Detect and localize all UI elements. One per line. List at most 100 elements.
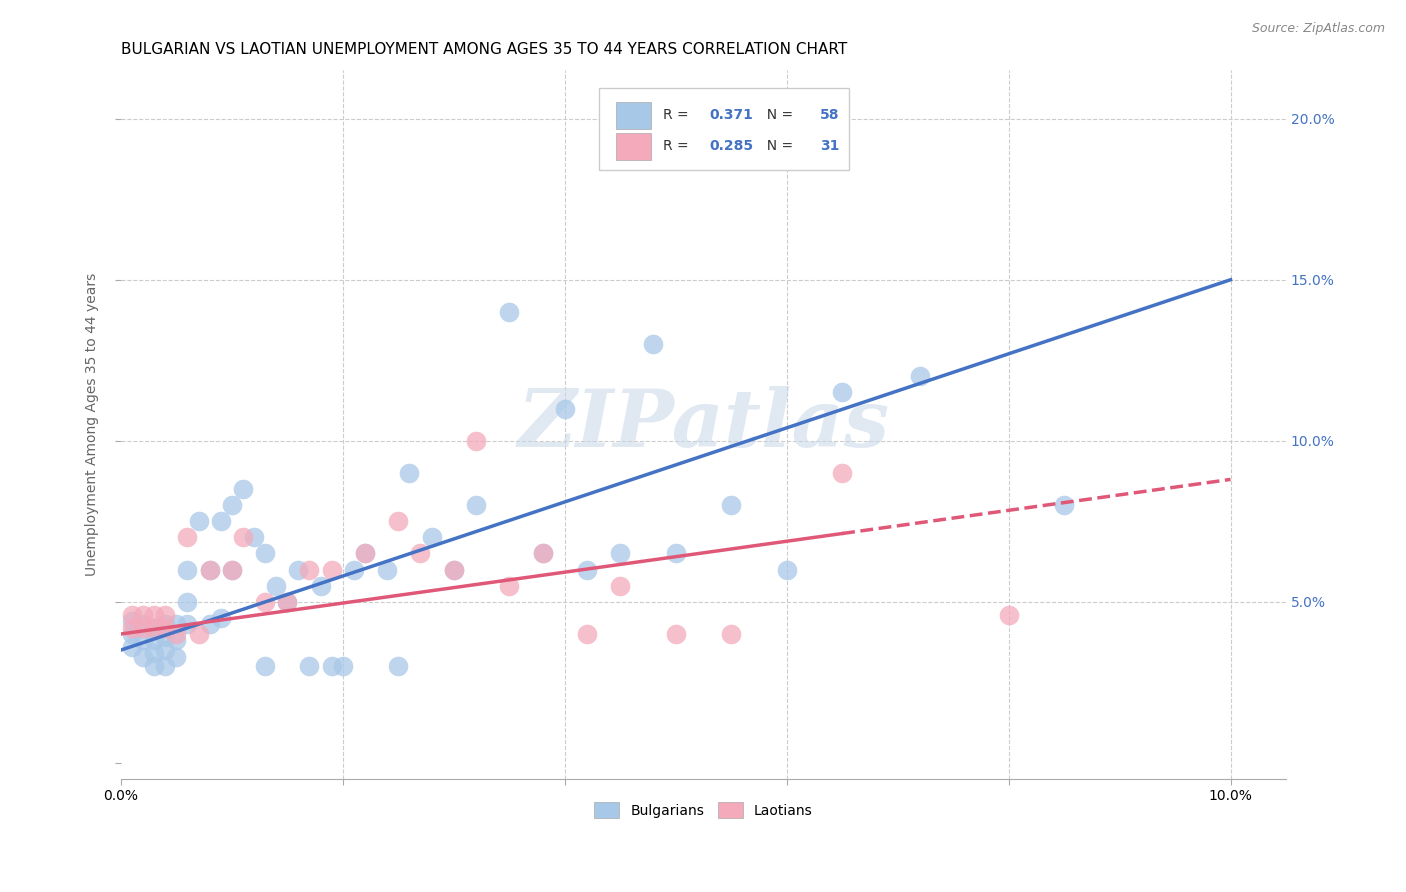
Text: R =: R = xyxy=(662,139,693,153)
Text: R =: R = xyxy=(662,108,693,122)
Point xyxy=(132,617,155,632)
Text: BULGARIAN VS LAOTIAN UNEMPLOYMENT AMONG AGES 35 TO 44 YEARS CORRELATION CHART: BULGARIAN VS LAOTIAN UNEMPLOYMENT AMONG … xyxy=(121,42,846,57)
Point xyxy=(254,546,277,560)
Text: N =: N = xyxy=(758,108,797,122)
Point xyxy=(1053,498,1076,512)
Point xyxy=(165,633,187,648)
Point xyxy=(155,630,177,644)
Point xyxy=(409,546,432,560)
Point xyxy=(375,563,398,577)
Point xyxy=(176,617,198,632)
FancyBboxPatch shape xyxy=(616,102,651,128)
Point xyxy=(198,563,221,577)
Point xyxy=(908,369,931,384)
Point xyxy=(165,649,187,664)
Point xyxy=(276,595,298,609)
Point xyxy=(132,621,155,635)
Point xyxy=(321,563,343,577)
Point xyxy=(143,633,166,648)
Point xyxy=(187,514,209,528)
Point xyxy=(121,614,143,628)
Point xyxy=(354,546,377,560)
Point xyxy=(465,434,488,448)
Point xyxy=(531,546,554,560)
Point xyxy=(775,563,797,577)
Point xyxy=(132,607,155,622)
FancyBboxPatch shape xyxy=(599,88,849,169)
Text: N =: N = xyxy=(758,139,797,153)
Point xyxy=(398,466,420,480)
Text: 58: 58 xyxy=(820,108,839,122)
Y-axis label: Unemployment Among Ages 35 to 44 years: Unemployment Among Ages 35 to 44 years xyxy=(86,273,100,576)
Point xyxy=(165,617,187,632)
Point xyxy=(321,659,343,673)
Point xyxy=(609,579,631,593)
Point xyxy=(155,643,177,657)
Point xyxy=(575,563,598,577)
Text: 0.285: 0.285 xyxy=(709,139,754,153)
Text: 0.371: 0.371 xyxy=(709,108,754,122)
Point xyxy=(831,385,853,400)
Point xyxy=(209,611,232,625)
Point xyxy=(531,546,554,560)
Point xyxy=(176,595,198,609)
Point xyxy=(232,530,254,544)
Point xyxy=(343,563,366,577)
Point xyxy=(276,595,298,609)
Point xyxy=(720,627,742,641)
FancyBboxPatch shape xyxy=(616,133,651,160)
Point xyxy=(831,466,853,480)
Point xyxy=(997,607,1019,622)
Point xyxy=(221,498,243,512)
Text: Source: ZipAtlas.com: Source: ZipAtlas.com xyxy=(1251,22,1385,36)
Point xyxy=(643,337,665,351)
Point xyxy=(609,546,631,560)
Point xyxy=(420,530,443,544)
Point xyxy=(155,621,177,635)
Point xyxy=(187,627,209,641)
Point xyxy=(198,563,221,577)
Point xyxy=(121,627,143,641)
Point xyxy=(387,659,409,673)
Point xyxy=(309,579,332,593)
Point xyxy=(121,621,143,635)
Point xyxy=(176,530,198,544)
Point xyxy=(264,579,287,593)
Point xyxy=(121,640,143,654)
Point xyxy=(143,646,166,660)
Point xyxy=(354,546,377,560)
Point xyxy=(575,627,598,641)
Point xyxy=(143,621,166,635)
Point xyxy=(254,595,277,609)
Point xyxy=(298,659,321,673)
Text: 31: 31 xyxy=(820,139,839,153)
Point xyxy=(498,305,520,319)
Point xyxy=(155,607,177,622)
Point xyxy=(287,563,309,577)
Point xyxy=(387,514,409,528)
Point xyxy=(121,607,143,622)
Point xyxy=(254,659,277,673)
Point xyxy=(221,563,243,577)
Point xyxy=(554,401,576,416)
Point xyxy=(143,621,166,635)
Point xyxy=(443,563,465,577)
Point xyxy=(221,563,243,577)
Text: ZIPatlas: ZIPatlas xyxy=(517,386,890,464)
Point xyxy=(143,659,166,673)
Point xyxy=(176,563,198,577)
Point xyxy=(332,659,354,673)
Point xyxy=(132,633,155,648)
Point xyxy=(155,617,177,632)
Point xyxy=(209,514,232,528)
Point xyxy=(143,607,166,622)
Point xyxy=(498,579,520,593)
Point xyxy=(665,627,688,641)
Point xyxy=(232,482,254,496)
Legend: Bulgarians, Laotians: Bulgarians, Laotians xyxy=(588,795,820,825)
Point xyxy=(165,627,187,641)
Point xyxy=(665,546,688,560)
Point xyxy=(132,649,155,664)
Point xyxy=(443,563,465,577)
Point xyxy=(198,617,221,632)
